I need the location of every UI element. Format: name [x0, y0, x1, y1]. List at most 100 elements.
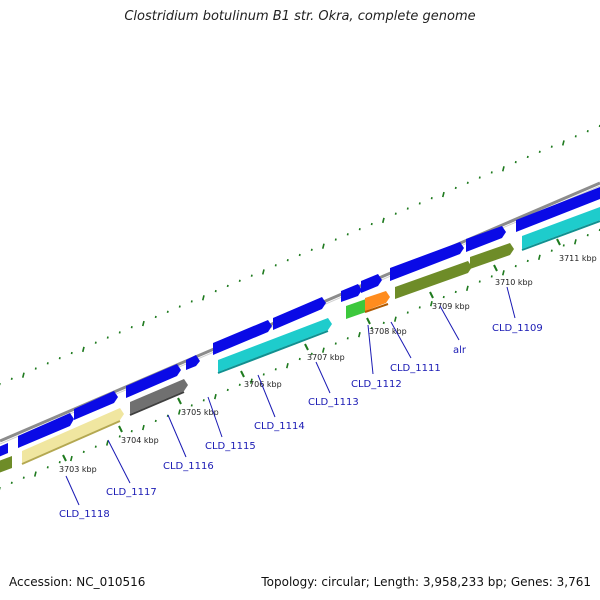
kbp-label-3706: 3706 kbp [244, 380, 282, 389]
gene-arrow-yellow [22, 408, 124, 463]
gc-tick-inner [33, 471, 37, 477]
gene-label-cld-1112[interactable]: CLD_1112 [351, 379, 402, 390]
gc-tick-inner [22, 476, 25, 479]
gc-tick-outer [46, 362, 49, 365]
gene-arrow-fwd-2 [18, 413, 74, 448]
gc-tick-inner [69, 455, 73, 462]
gc-tick-outer [441, 191, 445, 198]
gc-tick-inner [154, 419, 157, 423]
gene-label-cld-1111[interactable]: CLD_1111 [390, 363, 441, 374]
gc-tick-inner [310, 352, 313, 356]
gc-tick-outer [118, 331, 121, 334]
gene-label-cld-1118[interactable]: CLD_1118 [59, 509, 110, 520]
gc-tick-outer [514, 160, 517, 164]
gc-tick-outer [141, 320, 145, 327]
gc-tick-inner [130, 430, 133, 433]
gene-arrow-orange-shadow [364, 303, 389, 313]
gc-tick-inner [10, 481, 13, 485]
gc-tick-outer [526, 155, 529, 159]
gc-tick-inner [490, 275, 493, 278]
gene-arrow-fwd-11 [466, 226, 506, 252]
kbp-label-3709: 3709 kbp [432, 302, 470, 311]
gene-label-cld-1113[interactable]: CLD_1113 [308, 397, 359, 408]
gc-tick-inner [370, 326, 373, 330]
accession-label: Accession: NC_010516 [9, 575, 146, 589]
gc-tick-outer [561, 140, 565, 146]
gene-arrow-fwd-9 [361, 274, 382, 293]
gc-tick-outer [34, 367, 37, 370]
gene-arrow-fwd-5 [186, 355, 200, 370]
gc-tick-inner [141, 424, 145, 431]
gc-tick-outer [286, 258, 289, 262]
kbp-label-3707: 3707 kbp [307, 353, 345, 362]
gene-arrow-gray [130, 379, 188, 414]
gc-tick-inner [382, 321, 385, 325]
gene-label-cld-1115[interactable]: CLD_1115 [205, 441, 256, 452]
gc-tick-outer [58, 357, 61, 360]
gene-arrow-fwd-8 [341, 284, 362, 302]
gc-tick-outer [21, 372, 25, 378]
gene-arrow-fwd-6 [213, 320, 272, 355]
gc-tick-inner [82, 450, 85, 454]
gene-arrow-cyan-1 [218, 318, 332, 372]
gc-tick-outer [430, 197, 433, 200]
gc-tick-outer [166, 310, 169, 313]
gene-label-cld-1114[interactable]: CLD_1114 [254, 421, 305, 432]
gc-tick-outer [550, 145, 553, 148]
gc-tick-outer [201, 295, 205, 301]
gene-arrow-olive-left [0, 456, 12, 473]
gc-tick-outer [190, 300, 193, 303]
gc-tick-inner [274, 368, 277, 371]
gc-tick-inner [177, 409, 181, 415]
gc-tick-outer [178, 305, 181, 308]
gene-label-alr[interactable]: alr [453, 345, 467, 356]
gc-tick-outer [466, 181, 469, 184]
gc-tick-inner [118, 435, 121, 438]
kbp-label-3710: 3710 kbp [495, 278, 533, 287]
gene-arrow-fwd-1 [0, 443, 8, 457]
gene-label-cld-1109[interactable]: CLD_1109 [492, 323, 543, 334]
gc-tick-inner [501, 270, 505, 276]
gene-label-cld-1117[interactable]: CLD_1117 [106, 487, 157, 498]
gc-tick-outer [586, 129, 589, 133]
gene-arrow-fwd-3 [74, 391, 118, 420]
gc-tick-inner [226, 388, 229, 392]
gc-tick-outer [226, 284, 229, 288]
gc-tick-outer [106, 336, 109, 339]
gc-tick-outer [406, 207, 409, 210]
gc-tick-outer [381, 217, 385, 224]
gc-tick-inner [406, 311, 409, 314]
gc-tick-marks [0, 124, 600, 491]
gene-leader-lines [65, 286, 516, 506]
gene-arrow-orange [365, 291, 390, 311]
gene-arrow-fwd-10 [390, 242, 464, 281]
gc-tick-outer [81, 346, 85, 353]
kbp-label-3703: 3703 kbp [59, 465, 97, 474]
gc-tick-inner [94, 445, 97, 448]
gene-arrow-fwd-12 [516, 187, 600, 232]
gene-arrow-yellow-shadow [21, 420, 121, 465]
gc-tick-outer [346, 233, 349, 236]
gc-tick-outer [94, 341, 97, 344]
gc-tick-outer [154, 315, 157, 319]
gene-arrow-fwd-7 [273, 297, 326, 330]
gene-arrow-gray-shadow [129, 391, 185, 416]
kbp-label-3704: 3704 kbp [121, 436, 159, 445]
gc-tick-inner [357, 332, 361, 338]
gc-tick-outer [418, 202, 421, 205]
gc-tick-inner [105, 440, 109, 446]
gc-tick-inner [393, 316, 397, 322]
gc-tick-outer [130, 326, 133, 329]
gc-tick-outer [250, 274, 253, 277]
gc-tick-inner [213, 393, 217, 400]
gc-tick-outer [310, 248, 313, 252]
gene-arrow-fwd-4 [126, 364, 181, 398]
gene-label-cld-1116[interactable]: CLD_1116 [163, 461, 214, 472]
gc-tick-inner [334, 342, 337, 345]
gc-tick-inner [58, 461, 61, 464]
kbp-label-3705: 3705 kbp [181, 408, 219, 417]
gc-tick-inner [429, 301, 433, 307]
kbp-label-3708: 3708 kbp [369, 327, 407, 336]
gene-arrow-olive-1 [395, 261, 472, 299]
